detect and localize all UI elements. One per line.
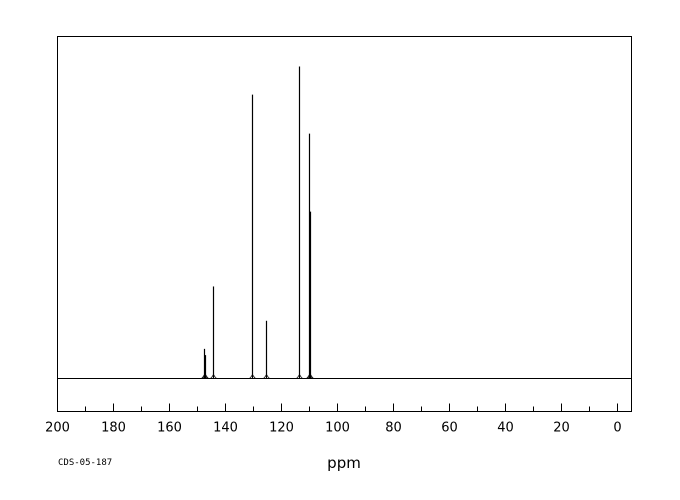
x-tick-label: 160 [157,421,182,436]
spectrum-peak-base [306,373,313,379]
plot-frame [57,36,632,412]
spectrum-peak-base [249,373,256,379]
x-tick-label: 180 [101,421,126,436]
spectrum-code: CDS-05-187 [58,458,112,468]
x-tick-label: 140 [213,421,238,436]
spectrum-peaks [201,66,314,379]
x-tick-label: 60 [441,421,458,436]
x-tick-label: 100 [325,421,350,436]
spectrum-peak-base [296,373,303,379]
x-tick-label: 120 [269,421,294,436]
spectrum-peak-base [263,373,270,379]
spectrum-peak-base [201,373,208,379]
spectrum-peak-base [307,373,314,379]
x-tick-label: 80 [385,421,402,436]
x-axis-label: ppm [327,454,361,472]
x-tick-label: 20 [553,421,570,436]
x-axis-ticks: 200 180 160 140 120 100 80 60 40 20 0 [45,403,622,436]
x-tick-label: 0 [613,421,621,436]
x-tick-label: 40 [497,421,514,436]
spectrum-peak-base [202,373,209,379]
spectrum-peak-base [210,373,217,379]
x-tick-label: 200 [45,421,70,436]
